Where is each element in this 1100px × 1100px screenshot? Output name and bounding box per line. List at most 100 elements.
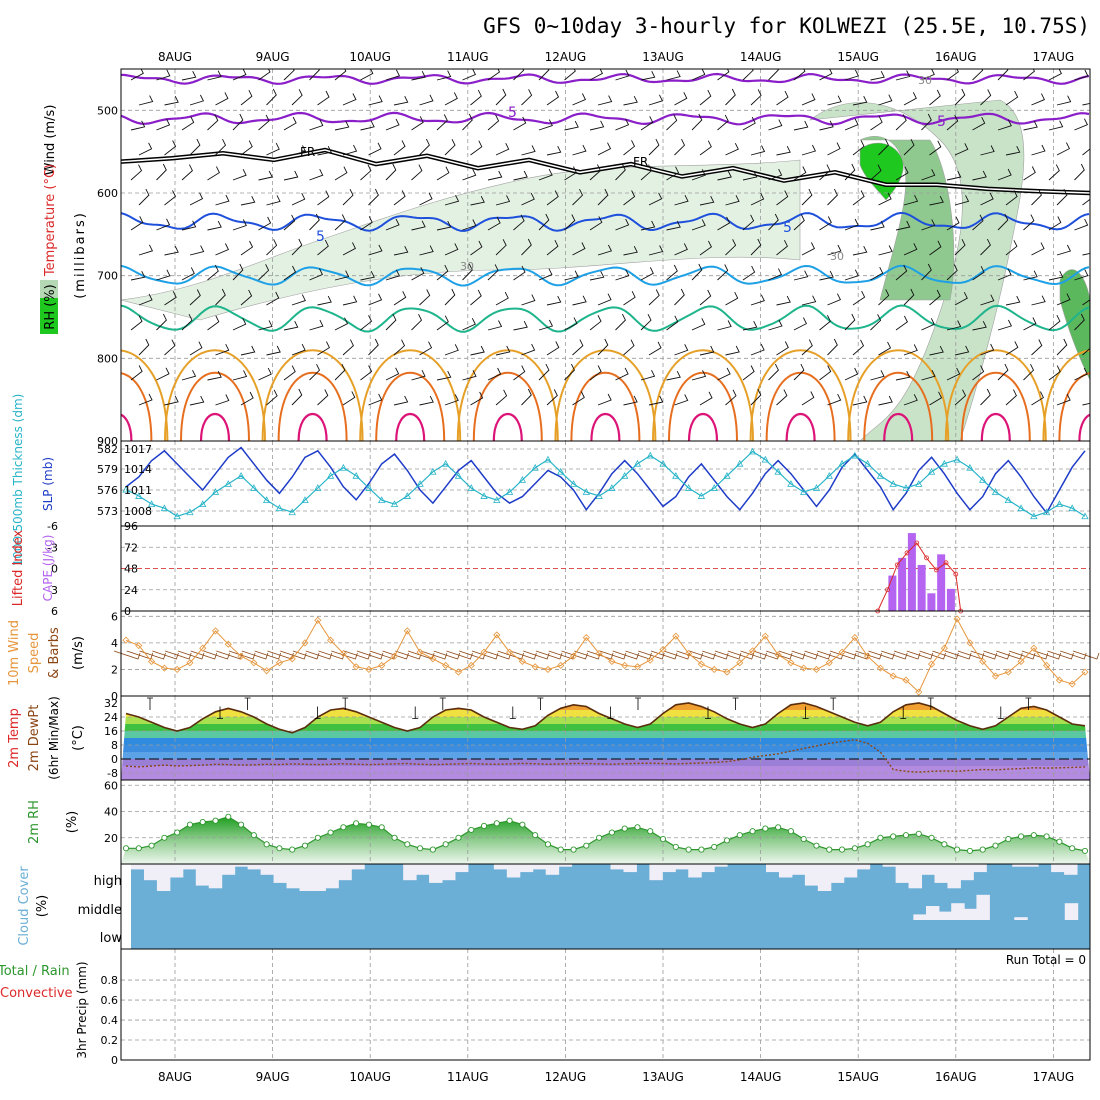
barb-351: [368, 293, 383, 306]
barb10-56: [829, 650, 857, 660]
barb-39: [164, 95, 179, 106]
barb-45: [317, 90, 330, 106]
thickness-point-50: [761, 455, 770, 463]
barb-54: [546, 90, 560, 106]
barb-11: [411, 70, 426, 81]
wind-speed-point-16: [327, 636, 335, 644]
contour-label-5-d: 5: [783, 220, 792, 236]
barb-409: [870, 314, 882, 331]
thickness-point-71: [1030, 512, 1038, 520]
barb-127: [470, 140, 483, 156]
ytick-1014: 1014: [124, 463, 152, 476]
thickness-point-58: [863, 459, 872, 467]
barb-482: [793, 363, 805, 381]
contour-label-fr-2: FR: [633, 155, 648, 169]
barb10-48: [727, 650, 755, 660]
label-temperature: Temperature (°C): [43, 164, 58, 277]
label-precip-convective: Convective: [0, 986, 73, 1001]
arch-darkorange-5: [570, 371, 641, 441]
barb-366: [750, 294, 765, 306]
cloud-high-24: [442, 864, 456, 881]
label-millibars: (millibars): [73, 211, 88, 299]
barb-244: [538, 213, 550, 231]
barb-272: [291, 238, 303, 256]
ytick-48: 48: [124, 563, 138, 576]
thickness-point-61: [902, 484, 910, 491]
barb-283: [572, 242, 586, 256]
thickness-point-42: [659, 459, 667, 467]
wind-speed-point-36: [582, 633, 590, 642]
barb-425: [317, 341, 330, 356]
cloud-high-51: [791, 864, 806, 875]
thickness-point-49: [748, 447, 757, 455]
rh-point-59: [877, 834, 884, 841]
cloud-high-49: [766, 864, 780, 873]
thick-tick-573: 573: [97, 505, 118, 518]
ytick-0.8: 0.8: [101, 974, 119, 987]
barb-285: [623, 245, 638, 256]
barb-486: [895, 370, 911, 381]
rh-point-38: [608, 829, 615, 836]
barb-262: [997, 213, 1009, 231]
cloud-high-28: [493, 864, 508, 870]
barb-308: [232, 263, 244, 281]
barb-500: [291, 388, 303, 406]
date-bottom-12AUG: 12AUG: [545, 1070, 587, 1084]
thickness-point-53: [800, 488, 808, 495]
barb-284: [597, 244, 613, 256]
date-bottom-17AUG: 17AUG: [1033, 1070, 1075, 1084]
barb-157: [258, 170, 273, 181]
barb-518: [750, 388, 762, 406]
wind-speed-point-22: [403, 627, 411, 635]
wind-speed-point-28: [480, 648, 488, 656]
barb-326: [691, 263, 703, 281]
ytick-0: 0: [111, 753, 118, 766]
barb-380: [130, 315, 143, 331]
minmax-bar-a-2: [342, 697, 349, 710]
contour-label-fr: FR: [300, 145, 315, 159]
wind-speed-point-35: [569, 652, 578, 660]
barb-213: [725, 195, 740, 206]
barb-465: [360, 365, 373, 381]
barb-208: [597, 188, 609, 206]
rh-point-57: [851, 845, 858, 852]
barb-139: [776, 145, 791, 156]
barb-103: [819, 120, 834, 131]
barb-161: [360, 164, 372, 181]
wind-speed-point-60: [889, 672, 897, 680]
barb-50: [444, 92, 458, 106]
barb10-19: [356, 650, 384, 660]
barb-236: [334, 214, 346, 231]
barb-477: [666, 370, 681, 381]
rh-point-69: [1005, 836, 1012, 843]
wind-speed-point-66: [966, 639, 974, 647]
contour-label-30-b: 30: [830, 250, 844, 263]
ytick-0: 0: [111, 690, 118, 703]
thickness-point-15: [314, 484, 322, 491]
barb-406: [793, 317, 808, 331]
li-point-4: [914, 540, 920, 546]
ytick-0.2: 0.2: [101, 1034, 119, 1047]
date-top-8AUG: 8AUG: [158, 50, 192, 64]
barb-523: [878, 395, 893, 406]
wind-speed-point-21: [390, 652, 399, 660]
barb-339: [1023, 270, 1038, 281]
barb-411: [921, 318, 935, 331]
barb10-47: [714, 650, 742, 660]
thickness-point-30: [505, 488, 514, 495]
wind-speed-point-40: [633, 663, 642, 671]
barb-234: [283, 214, 296, 231]
label-rh: RH (%): [43, 284, 58, 329]
li-point-7: [943, 560, 949, 566]
barb-10: [385, 69, 401, 81]
barb-363: [674, 288, 685, 306]
thickness-point-12: [275, 504, 284, 512]
date-bottom-11AUG: 11AUG: [447, 1070, 489, 1084]
barb-30: [895, 70, 911, 81]
barb-280: [495, 239, 507, 256]
barb-391: [411, 313, 423, 331]
wind-speed-point-2: [148, 657, 156, 666]
barb10-54: [804, 650, 831, 660]
barb-278: [444, 243, 459, 256]
